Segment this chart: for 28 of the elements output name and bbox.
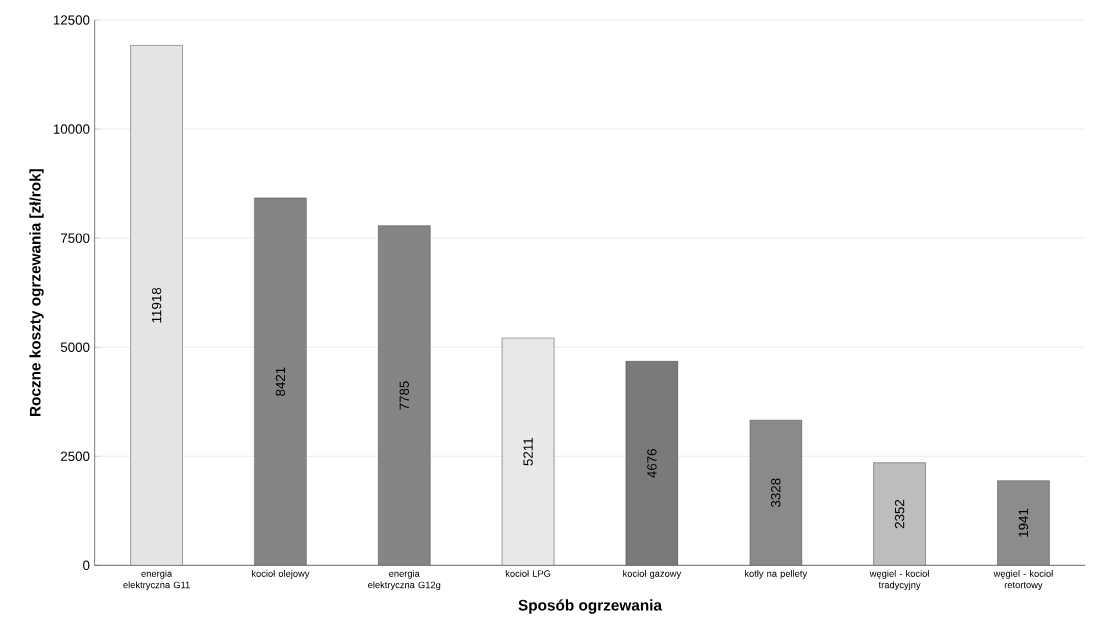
x-tick-label: energia elektryczna G11 (123, 570, 190, 591)
x-tick-label: węgiel - kocioł retortowy (993, 570, 1054, 591)
x-axis-title: Sposób ogrzewania (518, 599, 663, 614)
y-axis-title: Roczne koszty ogrzewania [zł/rok] (29, 169, 44, 417)
bar (625, 361, 679, 566)
data-label: 2352 (894, 499, 905, 529)
y-tick-label: 5000 (60, 342, 90, 352)
data-label: 4676 (647, 449, 657, 478)
y-tick-label: 2500 (60, 451, 90, 461)
x-tick-label: kocioł olejowy (252, 570, 310, 579)
x-tick-label: kocioł gazowy (623, 570, 682, 579)
data-label: 8421 (275, 367, 286, 396)
x-tick-label: energia elektryczna G12g (368, 570, 441, 591)
y-tick-label: 10000 (53, 124, 90, 134)
bar (749, 419, 803, 566)
data-label: 1941 (1018, 508, 1029, 537)
y-tick-label: 0 (83, 560, 90, 571)
y-tick-label: 7500 (60, 233, 90, 243)
y-tick-label: 12500 (53, 15, 90, 25)
data-label: 11918 (151, 287, 162, 323)
x-tick-label: węgiel - kocioł tradycyjny (869, 570, 930, 591)
x-tick-label: kotły na pellety (744, 570, 808, 579)
bar (873, 462, 926, 566)
x-tick-label: kocioł LPG (505, 570, 551, 577)
data-label: 3328 (771, 478, 781, 508)
data-label: 5211 (523, 437, 533, 466)
bar (377, 225, 431, 566)
data-label: 7785 (399, 381, 409, 410)
